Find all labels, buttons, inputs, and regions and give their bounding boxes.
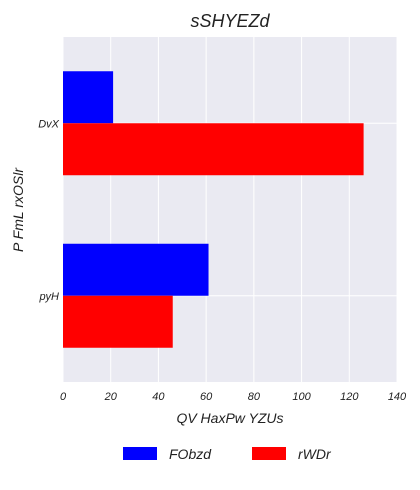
x-tick-label: 140: [388, 391, 407, 403]
x-tick-labels: 0 20 40 60 80 100 120 140: [60, 391, 407, 403]
x-axis-label: QV HaxPw YZUs: [176, 410, 283, 426]
legend: FObzd rWDr: [123, 446, 332, 462]
bar-FObzd-pyH: [63, 243, 209, 296]
bar-rWDr-DvX: [63, 123, 364, 176]
y-tick-label: pyH: [38, 291, 59, 303]
x-tick-label: 0: [60, 391, 67, 403]
legend-swatch-rWDr: [252, 447, 286, 460]
legend-swatch-FObzd: [123, 447, 157, 460]
y-axis-label: P FmL rxOSlr: [10, 167, 26, 252]
bar-rWDr-pyH: [63, 295, 173, 348]
x-tick-label: 40: [152, 391, 165, 403]
bar-FObzd-DvX: [63, 71, 114, 124]
x-tick-label: 80: [248, 391, 261, 403]
y-tick-label: DvX: [38, 118, 59, 130]
x-tick-label: 100: [292, 391, 311, 403]
bars: [63, 71, 364, 348]
x-tick-label: 20: [104, 391, 118, 403]
legend-label-rWDr: rWDr: [298, 446, 332, 462]
x-tick-label: 120: [340, 391, 359, 403]
x-tick-label: 60: [200, 391, 213, 403]
legend-label-FObzd: FObzd: [169, 446, 212, 462]
y-tick-labels: DvX pyH: [38, 118, 59, 303]
chart-title: sSHYEZd: [190, 11, 270, 31]
